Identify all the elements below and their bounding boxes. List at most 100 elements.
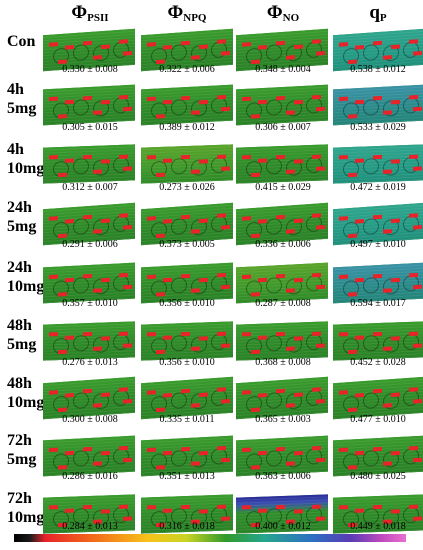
roi-marker bbox=[339, 155, 348, 160]
roi-marker bbox=[409, 445, 418, 451]
roi-marker bbox=[348, 465, 357, 470]
roi-marker bbox=[251, 114, 260, 119]
parameter-value: 0.284 ± 0.013 bbox=[62, 521, 118, 532]
row-label-dose: 10mg bbox=[7, 278, 45, 295]
roi-marker bbox=[242, 447, 251, 453]
roi-marker bbox=[316, 343, 325, 348]
parameter-value: 0.312 ± 0.007 bbox=[62, 182, 118, 193]
roi-marker bbox=[413, 284, 422, 290]
roi-circle bbox=[73, 392, 89, 410]
roi-marker bbox=[163, 219, 172, 224]
roi-marker bbox=[409, 387, 418, 392]
roi-marker bbox=[101, 336, 110, 341]
roi-marker bbox=[409, 213, 418, 218]
roi-circle bbox=[403, 215, 419, 233]
roi-marker bbox=[119, 504, 128, 509]
roi-marker bbox=[373, 504, 382, 510]
roi-marker bbox=[217, 504, 226, 509]
column-header-subscript: PSII bbox=[87, 12, 109, 24]
parameter-value: 0.305 ± 0.015 bbox=[62, 122, 118, 133]
column-header-symbol: Φ bbox=[71, 2, 88, 23]
roi-marker bbox=[101, 99, 110, 105]
roi-marker bbox=[355, 450, 364, 456]
leaf-fluorescence-image bbox=[333, 321, 423, 361]
roi-circle bbox=[306, 215, 322, 233]
roi-circle bbox=[266, 335, 282, 352]
roi-marker bbox=[413, 166, 422, 171]
roi-marker bbox=[119, 445, 128, 451]
roi-marker bbox=[348, 114, 357, 119]
parameter-value: 0.336 ± 0.006 bbox=[255, 239, 311, 250]
roi-marker bbox=[101, 44, 110, 50]
parameter-value: 0.291 ± 0.006 bbox=[62, 239, 118, 250]
roi-marker bbox=[83, 331, 92, 337]
roi-marker bbox=[355, 99, 364, 105]
roi-marker bbox=[119, 39, 128, 44]
roi-marker bbox=[49, 42, 58, 47]
roi-marker bbox=[217, 331, 226, 336]
row-label-time: 4h bbox=[7, 141, 24, 158]
row-label: Con bbox=[7, 32, 59, 51]
roi-circle bbox=[363, 450, 379, 467]
roi-circle bbox=[403, 447, 419, 465]
roi-marker bbox=[147, 96, 156, 102]
roi-marker bbox=[181, 388, 190, 394]
roi-marker bbox=[251, 349, 260, 355]
leaf-fluorescence-image bbox=[43, 376, 135, 420]
roi-marker bbox=[294, 159, 303, 164]
roi-circle bbox=[306, 447, 322, 465]
roi-marker bbox=[348, 172, 357, 178]
parameter-value: 0.533 ± 0.029 bbox=[350, 122, 406, 133]
roi-marker bbox=[251, 292, 260, 297]
roi-marker bbox=[383, 403, 392, 408]
roi-marker bbox=[93, 346, 102, 351]
leaf-fluorescence-image bbox=[333, 84, 423, 126]
roi-marker bbox=[163, 508, 172, 513]
row-label-dose: 5mg bbox=[7, 451, 37, 468]
roi-marker bbox=[348, 407, 357, 413]
roi-marker bbox=[409, 154, 418, 159]
column-header-p: qP bbox=[328, 2, 423, 30]
roi-circle bbox=[171, 335, 187, 352]
roi-marker bbox=[156, 233, 165, 239]
parameter-value: 0.415 ± 0.029 bbox=[255, 182, 311, 193]
roi-marker bbox=[83, 273, 92, 279]
parameter-value: 0.449 ± 0.018 bbox=[350, 521, 406, 532]
roi-marker bbox=[199, 277, 208, 283]
parameter-value: 0.389 ± 0.012 bbox=[159, 122, 215, 133]
roi-circle bbox=[363, 335, 379, 352]
roi-marker bbox=[49, 332, 58, 337]
roi-marker bbox=[312, 94, 321, 100]
roi-marker bbox=[217, 445, 226, 451]
parameter-value: 0.287 ± 0.008 bbox=[255, 298, 311, 309]
roi-marker bbox=[316, 106, 325, 112]
roi-marker bbox=[163, 335, 172, 340]
roi-marker bbox=[58, 465, 67, 470]
roi-marker bbox=[101, 159, 110, 164]
roi-marker bbox=[199, 336, 208, 341]
leaf-fluorescence-image bbox=[236, 144, 328, 184]
roi-marker bbox=[156, 465, 165, 470]
roi-marker bbox=[373, 388, 382, 394]
leaf-fluorescence-image bbox=[43, 144, 135, 184]
roi-marker bbox=[286, 461, 295, 466]
roi-marker bbox=[242, 505, 251, 510]
roi-marker bbox=[199, 450, 208, 456]
roi-marker bbox=[312, 387, 321, 392]
roi-circle bbox=[73, 450, 89, 467]
parameter-value: 0.400 ± 0.012 bbox=[255, 521, 311, 532]
roi-marker bbox=[217, 387, 226, 392]
roi-circle bbox=[306, 274, 322, 292]
roi-circle bbox=[403, 96, 419, 114]
roi-marker bbox=[181, 273, 190, 279]
roi-marker bbox=[276, 214, 285, 220]
roi-marker bbox=[221, 457, 230, 463]
roi-marker bbox=[276, 504, 285, 510]
roi-marker bbox=[355, 45, 364, 50]
roi-circle bbox=[171, 392, 187, 410]
roi-marker bbox=[156, 407, 165, 413]
roi-marker bbox=[242, 155, 251, 160]
roi-circle bbox=[306, 389, 322, 407]
roi-marker bbox=[191, 110, 200, 115]
roi-marker bbox=[221, 50, 230, 56]
